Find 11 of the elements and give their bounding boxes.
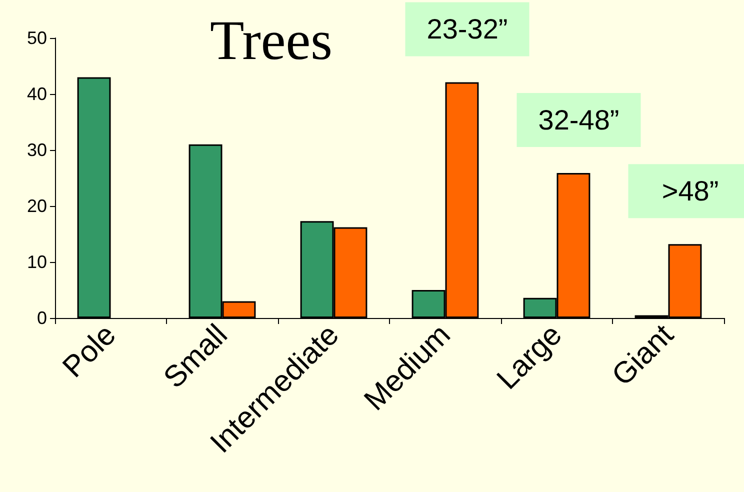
y-tick-label: 10	[26, 252, 47, 272]
annotation: 23-32”	[426, 14, 508, 45]
y-tick-label: 40	[26, 84, 47, 104]
y-tick-label: 50	[26, 28, 47, 48]
x-tick-label: Pole	[56, 318, 122, 384]
chart-title: Trees	[210, 10, 332, 72]
annotation: >48”	[662, 176, 719, 207]
y-tick-label: 30	[26, 140, 47, 160]
y-tick-label: 0	[36, 308, 47, 328]
annotation: 32-48”	[538, 104, 620, 136]
y-tick-label: 20	[26, 196, 47, 216]
